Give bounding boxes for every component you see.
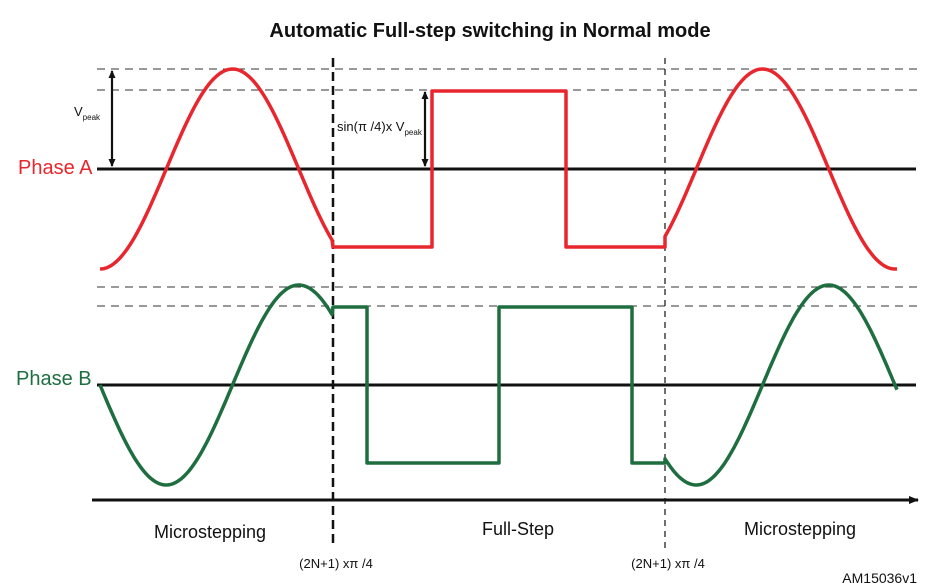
phase-b-label: Phase B <box>16 368 92 390</box>
reference-dashed-lines <box>97 68 918 307</box>
switch-point-label-left: (2N+1) xπ /4 <box>299 556 373 571</box>
phase-a-label: Phase A <box>18 157 93 179</box>
sin-vpeak-label: sin(π /4)x Vpeak <box>337 119 423 137</box>
vpeak-label: Vpeak <box>74 104 101 122</box>
region-label-microstepping-left: Microstepping <box>154 522 266 542</box>
region-label-full-step: Full-Step <box>482 519 554 539</box>
region-label-microstepping-right: Microstepping <box>744 519 856 539</box>
phase-b-waveform <box>98 283 899 487</box>
reference-code: AM15036v1 <box>842 570 917 585</box>
phase-a-waveform <box>99 67 898 271</box>
diagram-title: Automatic Full-step switching in Normal … <box>269 20 710 42</box>
switch-point-label-right: (2N+1) xπ /4 <box>631 556 705 571</box>
